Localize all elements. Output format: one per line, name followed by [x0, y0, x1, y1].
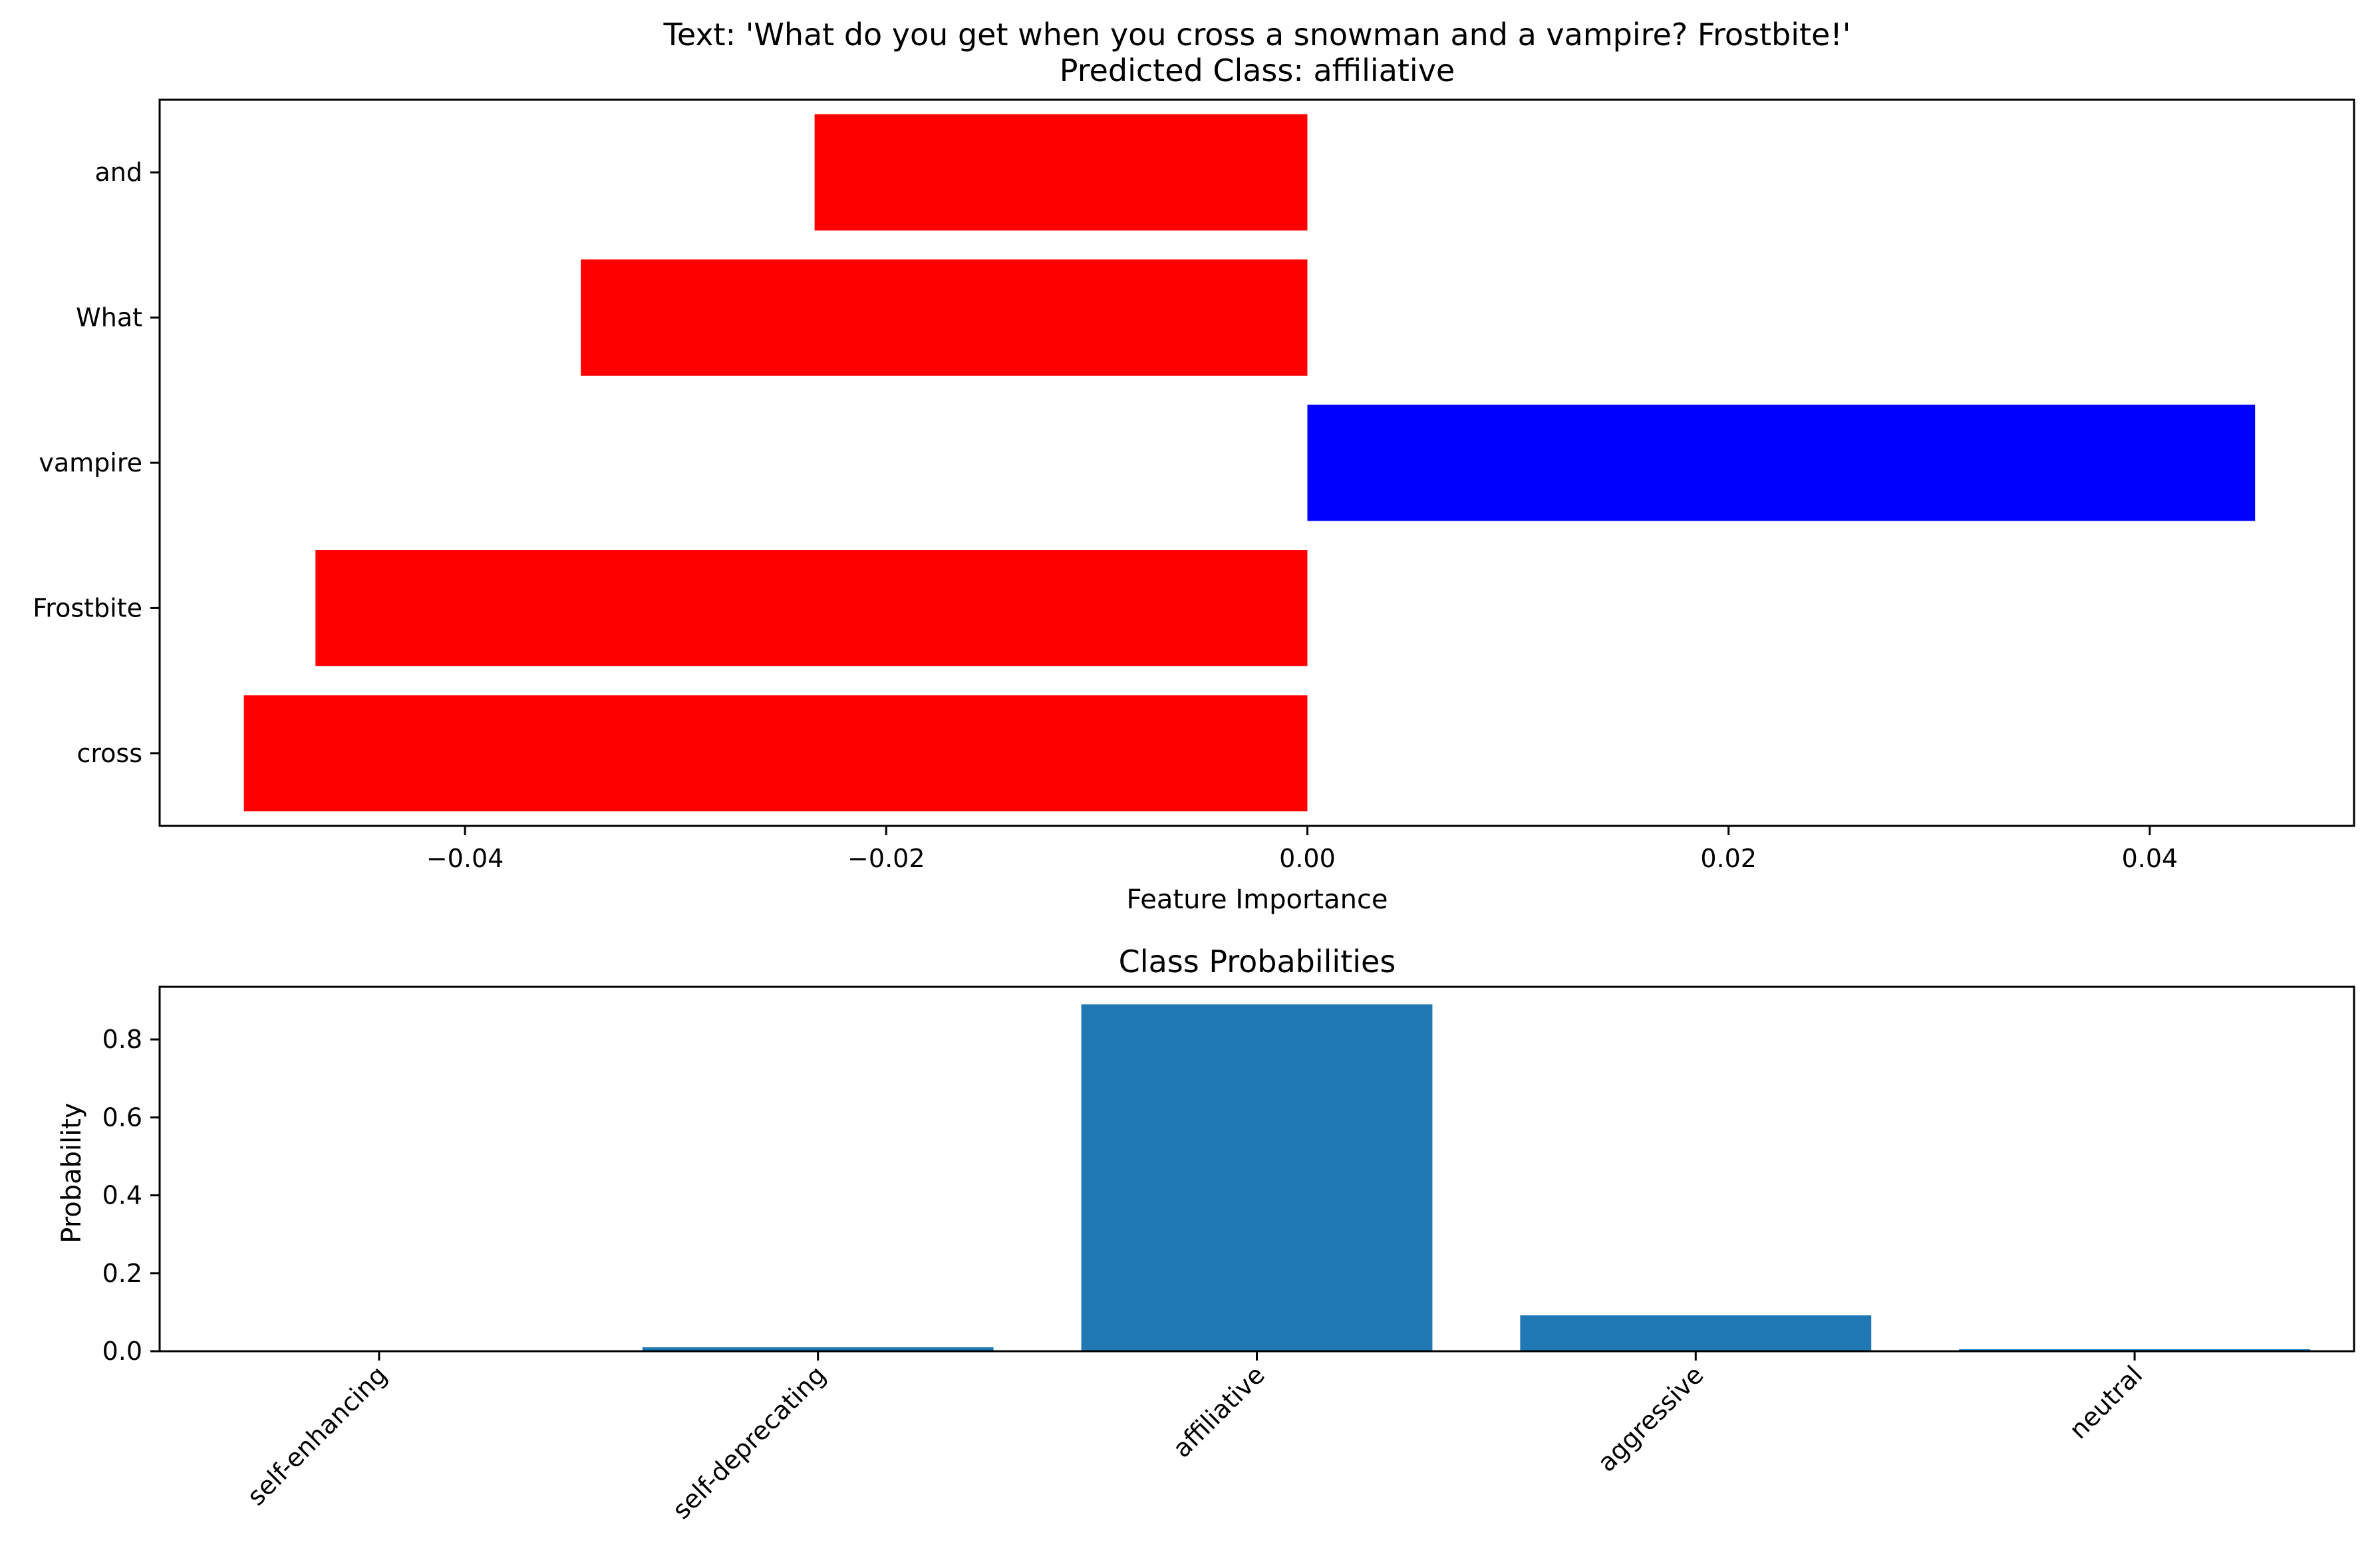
x-tick-label: self-enhancing — [241, 1360, 392, 1511]
probability-bar — [1520, 1315, 1872, 1351]
chart-title: Text: 'What do you get when you cross a … — [663, 17, 1851, 53]
y-tick-label: 0.0 — [102, 1337, 142, 1366]
y-tick-label: What — [76, 303, 142, 332]
plot-frame — [158, 98, 2355, 827]
y-tick-label: 0.4 — [102, 1181, 142, 1210]
y-tick-label: 0.6 — [102, 1103, 142, 1132]
y-tick-label: 0.8 — [102, 1025, 142, 1054]
y-axis-label: Probability — [57, 1103, 87, 1243]
y-tick-label: cross — [76, 739, 142, 768]
x-tick-label: self-deprecating — [667, 1360, 831, 1525]
chart-subtitle: Predicted Class: affiliative — [1060, 53, 1455, 88]
x-tick-label: −0.02 — [847, 844, 925, 873]
y-tick-label: 0.2 — [102, 1259, 142, 1288]
x-tick-label: affiliative — [1167, 1360, 1270, 1463]
x-tick-label: 0.04 — [2122, 844, 2178, 873]
importance-bar — [243, 695, 1308, 812]
x-tick-label: aggressive — [1592, 1360, 1709, 1478]
probability-bar — [642, 1347, 994, 1351]
y-tick-label: vampire — [39, 448, 142, 477]
x-tick-label: 0.02 — [1700, 844, 1757, 873]
x-axis-label: Feature Importance — [1126, 884, 1388, 915]
x-tick-label: neutral — [2063, 1360, 2148, 1444]
importance-chart: and What vampire Frostbite cross −0.04 −0.02 0.… — [33, 98, 2355, 873]
x-tick-label: 0.00 — [1279, 844, 1336, 873]
importance-bar — [1307, 404, 2256, 521]
importance-bar — [814, 114, 1308, 231]
plot-frame — [158, 985, 2355, 1353]
probability-chart: self-enhancing self-deprecating affiliativ… — [102, 985, 2355, 1525]
x-tick-label: −0.04 — [426, 844, 504, 873]
chart-title-probabilities: Class Probabilities — [1119, 944, 1396, 980]
y-tick-label: and — [95, 158, 143, 187]
importance-bar — [315, 550, 1308, 666]
probability-bar — [1081, 1004, 1433, 1351]
y-tick-label: Frostbite — [33, 593, 142, 622]
importance-bar — [581, 259, 1308, 376]
